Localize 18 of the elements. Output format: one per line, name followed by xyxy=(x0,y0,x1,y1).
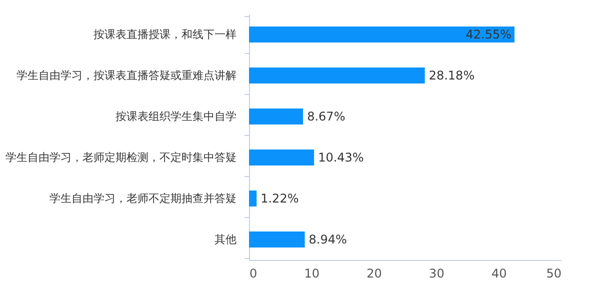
x-tick-label: 30 xyxy=(429,266,444,280)
data-label: 8.67% xyxy=(307,110,346,124)
x-tick-label: 40 xyxy=(491,266,507,280)
y-tick-label: 学生自由学习，按课表直播答疑或重难点讲解 xyxy=(16,69,236,82)
x-tick-label: 50 xyxy=(546,266,562,280)
x-tick-label: 0 xyxy=(250,266,258,280)
data-label: 1.22% xyxy=(260,192,299,206)
data-label: 42.55% xyxy=(466,28,512,42)
y-tick-label: 学生自由学习，老师不定期抽查并答疑 xyxy=(50,192,236,205)
y-tick-label: 按课表直播授课，和线下一样 xyxy=(94,28,236,41)
data-label: 10.43% xyxy=(318,150,364,164)
data-label: 28.18% xyxy=(428,68,475,82)
y-tick-label: 按课表组织学生集中自学 xyxy=(116,110,236,123)
x-tick-label: 20 xyxy=(366,266,382,280)
y-tick-label: 其他 xyxy=(214,233,236,246)
x-tick-label: 10 xyxy=(304,266,320,280)
y-tick-label: 学生自由学习，老师定期检测，不定时集中答疑 xyxy=(6,151,236,164)
data-label: 8.94% xyxy=(308,232,347,246)
